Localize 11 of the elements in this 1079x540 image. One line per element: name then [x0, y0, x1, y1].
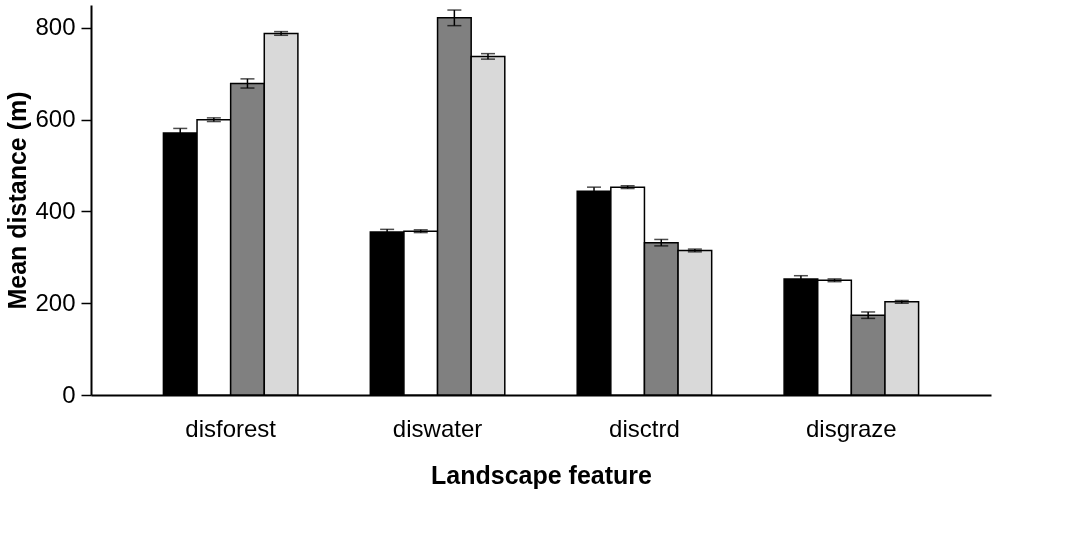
y-tick-label: 400	[35, 196, 76, 224]
y-tick-label: 0	[62, 380, 76, 408]
x-tick-label: disctrd	[609, 414, 680, 442]
x-tick-label: disforest	[185, 414, 277, 442]
x-tick-label: disgraze	[805, 414, 897, 442]
y-tick-label: 600	[35, 105, 76, 133]
x-tick-label: diswater	[392, 414, 483, 442]
y-tick-label: 200	[35, 288, 76, 316]
x-axis-title: Landscape feature	[431, 460, 653, 489]
y-tick-label: 800	[35, 13, 76, 41]
y-axis-title: Mean distance (m)	[3, 91, 32, 310]
